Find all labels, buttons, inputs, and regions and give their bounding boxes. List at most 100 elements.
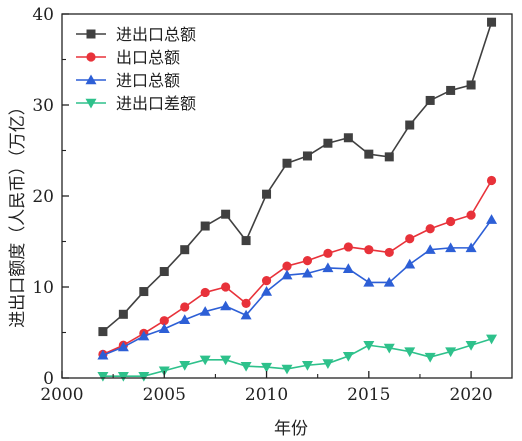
series-1-point: [262, 189, 272, 199]
series-4-point: [342, 351, 354, 362]
series-3-point: [199, 306, 211, 316]
series-1-point: [159, 267, 169, 277]
legend-entry-2: 出口总额: [76, 48, 180, 67]
series-2-point: [405, 234, 415, 244]
series-1-point: [118, 309, 128, 319]
series-4-point: [240, 361, 252, 372]
series-3-point: [138, 330, 150, 341]
series-3-point: [281, 269, 293, 280]
series-3-point: [383, 276, 395, 287]
series-1-point: [139, 287, 149, 297]
x-tick-label: 2000: [40, 385, 83, 405]
series-3-point: [342, 263, 354, 273]
series-2-point: [159, 316, 169, 326]
series-3-point: [261, 286, 273, 296]
series-1-point: [425, 95, 435, 105]
legend-entry-4: 进出口差额: [76, 94, 196, 113]
x-tick-label: 2010: [245, 385, 288, 405]
legend-label: 进出口总额: [116, 25, 196, 44]
series-1-point: [446, 85, 456, 95]
series-4-point: [281, 364, 293, 375]
series-4-point: [261, 362, 273, 373]
legend-label: 出口总额: [116, 48, 180, 67]
series-2-point: [282, 261, 292, 271]
series-2-point: [241, 298, 251, 308]
x-axis-title: 年份: [274, 419, 308, 439]
series-4-point: [445, 347, 457, 358]
legend-marker: [86, 29, 96, 39]
series-2-point: [261, 276, 272, 286]
series-2-point: [364, 245, 374, 255]
plot-layer: [97, 17, 498, 382]
series-2-point: [425, 224, 435, 234]
legend-label: 进出口差额: [116, 94, 196, 113]
series-4-point: [465, 341, 477, 351]
legend-entry-1: 进出口总额: [76, 25, 196, 44]
series-3-point: [158, 323, 170, 334]
series-4-point: [138, 371, 150, 382]
series-3-point: [486, 214, 498, 224]
series-3-point: [322, 262, 334, 273]
series-4-point: [97, 371, 109, 382]
y-axis-title: 进出口额度（人民币）（万亿）: [8, 98, 28, 328]
y-tick-label: 30: [32, 96, 54, 116]
axes: 2000 2005 2010 2015 2020 0 10 20 30 40: [32, 5, 513, 405]
series-1-point: [98, 327, 108, 337]
legend-label: 进口总额: [116, 71, 180, 90]
x-tick-label: 2005: [143, 385, 186, 405]
series-4-point: [363, 341, 375, 351]
series-4-point: [424, 352, 436, 363]
series-4-point: [486, 334, 498, 345]
x-tick-label: 2020: [449, 385, 492, 405]
series-3-point: [404, 258, 416, 269]
series-3-point: [424, 244, 436, 254]
series-4-point: [404, 347, 416, 358]
series-3-point: [179, 314, 191, 324]
series-2-point: [446, 216, 456, 227]
series-4-point: [220, 355, 232, 366]
series-2-point: [466, 210, 476, 220]
series-3-point: [301, 267, 313, 278]
series-1-point: [466, 80, 476, 90]
series-1-point: [343, 133, 353, 143]
series-1-point: [405, 120, 415, 130]
series-1-point: [323, 138, 333, 148]
series-1-point: [384, 152, 394, 162]
series-2-point: [343, 242, 353, 252]
series-3-point: [240, 309, 252, 320]
series-2-point: [323, 248, 333, 258]
legend-marker: [85, 98, 97, 109]
legend-entry-3: 进口总额: [76, 71, 180, 90]
series-4-point: [179, 361, 191, 371]
series-2-point: [486, 175, 497, 186]
legend-marker: [86, 52, 96, 62]
series-4-point: [199, 355, 211, 366]
series-3-point: [465, 242, 477, 253]
series-1-point: [282, 158, 292, 168]
y-tick-label: 20: [32, 187, 54, 207]
series-1-point: [241, 236, 251, 246]
series-2-point: [302, 256, 313, 266]
series-2-point: [200, 287, 210, 298]
series-2-point: [221, 282, 231, 292]
series-4-point: [383, 343, 395, 354]
legend-marker: [85, 74, 97, 85]
series-1-point: [302, 151, 312, 161]
series-2-point: [180, 302, 190, 312]
series-4-point: [322, 359, 334, 369]
series-3-point: [445, 242, 457, 253]
y-tick-label: 10: [32, 278, 54, 298]
series-2-point: [384, 247, 394, 258]
series-1-point: [487, 17, 497, 27]
series-1-point: [221, 209, 231, 219]
series-1-point: [200, 221, 210, 231]
x-tick-label: 2015: [347, 385, 390, 405]
series-4-point: [117, 371, 129, 382]
series-1-point: [364, 149, 374, 159]
series-3-point: [117, 341, 129, 352]
series-3-point: [363, 276, 375, 287]
y-tick-label: 0: [43, 369, 54, 389]
